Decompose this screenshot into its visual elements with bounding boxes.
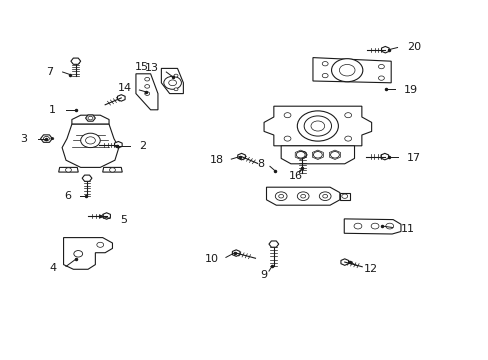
Circle shape xyxy=(322,194,327,198)
Circle shape xyxy=(341,194,347,198)
Text: 1: 1 xyxy=(49,105,56,115)
Circle shape xyxy=(322,73,327,78)
Text: 4: 4 xyxy=(49,263,56,273)
Polygon shape xyxy=(82,175,92,181)
Text: 18: 18 xyxy=(209,155,223,165)
Polygon shape xyxy=(380,153,388,160)
Text: 11: 11 xyxy=(400,224,414,234)
Polygon shape xyxy=(237,153,245,160)
Circle shape xyxy=(174,74,178,77)
Text: 16: 16 xyxy=(288,171,302,181)
Text: 13: 13 xyxy=(144,63,159,73)
Polygon shape xyxy=(264,106,371,146)
Circle shape xyxy=(339,64,354,76)
Text: 15: 15 xyxy=(134,62,148,72)
Polygon shape xyxy=(312,150,323,159)
Circle shape xyxy=(43,136,49,141)
Polygon shape xyxy=(71,58,81,64)
Text: 9: 9 xyxy=(260,270,267,280)
Circle shape xyxy=(344,136,351,141)
Text: 12: 12 xyxy=(364,264,378,274)
Circle shape xyxy=(97,242,103,247)
Circle shape xyxy=(331,59,362,82)
Text: 14: 14 xyxy=(118,83,132,93)
Text: 6: 6 xyxy=(64,191,71,201)
Circle shape xyxy=(370,223,378,229)
Circle shape xyxy=(174,88,178,91)
Circle shape xyxy=(88,116,93,120)
Circle shape xyxy=(297,111,338,141)
Circle shape xyxy=(144,77,149,81)
Polygon shape xyxy=(329,150,340,159)
Polygon shape xyxy=(85,115,95,121)
Text: 5: 5 xyxy=(120,215,126,225)
Polygon shape xyxy=(41,135,52,142)
Circle shape xyxy=(275,192,286,201)
Polygon shape xyxy=(117,95,125,101)
Circle shape xyxy=(313,152,322,158)
Circle shape xyxy=(109,168,115,172)
Circle shape xyxy=(378,76,384,80)
Circle shape xyxy=(74,251,82,257)
Polygon shape xyxy=(381,46,388,53)
Circle shape xyxy=(144,92,149,95)
Circle shape xyxy=(300,194,305,198)
Polygon shape xyxy=(102,167,122,172)
Text: 8: 8 xyxy=(256,159,264,169)
Circle shape xyxy=(330,152,339,158)
Polygon shape xyxy=(268,241,278,247)
Circle shape xyxy=(378,64,384,69)
Polygon shape xyxy=(63,238,112,269)
Circle shape xyxy=(284,113,290,118)
Circle shape xyxy=(304,116,331,136)
Polygon shape xyxy=(344,219,400,234)
Polygon shape xyxy=(297,152,306,158)
Circle shape xyxy=(144,85,149,88)
Text: 20: 20 xyxy=(406,42,420,52)
Text: 19: 19 xyxy=(403,85,417,95)
Text: 7: 7 xyxy=(45,67,53,77)
Text: 3: 3 xyxy=(20,134,27,144)
Text: 17: 17 xyxy=(406,153,420,163)
Circle shape xyxy=(385,223,393,229)
Polygon shape xyxy=(62,124,119,167)
Polygon shape xyxy=(114,141,122,148)
Circle shape xyxy=(284,136,290,141)
Circle shape xyxy=(297,192,308,201)
Polygon shape xyxy=(295,150,305,159)
Circle shape xyxy=(310,121,324,131)
Text: 2: 2 xyxy=(139,141,146,151)
Circle shape xyxy=(51,138,54,140)
Polygon shape xyxy=(312,58,390,83)
Polygon shape xyxy=(232,250,240,256)
Polygon shape xyxy=(161,68,183,94)
Circle shape xyxy=(319,192,330,201)
Polygon shape xyxy=(266,187,339,205)
Polygon shape xyxy=(59,167,78,172)
Circle shape xyxy=(168,80,176,86)
Polygon shape xyxy=(136,74,158,110)
Polygon shape xyxy=(339,193,349,200)
Circle shape xyxy=(322,62,327,66)
Circle shape xyxy=(65,168,71,172)
Polygon shape xyxy=(102,213,110,219)
Circle shape xyxy=(278,194,283,198)
Circle shape xyxy=(353,223,361,229)
Text: 10: 10 xyxy=(204,254,218,264)
Circle shape xyxy=(85,137,95,144)
Polygon shape xyxy=(72,115,109,124)
Circle shape xyxy=(296,152,305,158)
Circle shape xyxy=(344,113,351,118)
Polygon shape xyxy=(340,259,348,265)
Circle shape xyxy=(81,133,100,148)
Circle shape xyxy=(163,76,181,89)
Polygon shape xyxy=(281,146,354,164)
